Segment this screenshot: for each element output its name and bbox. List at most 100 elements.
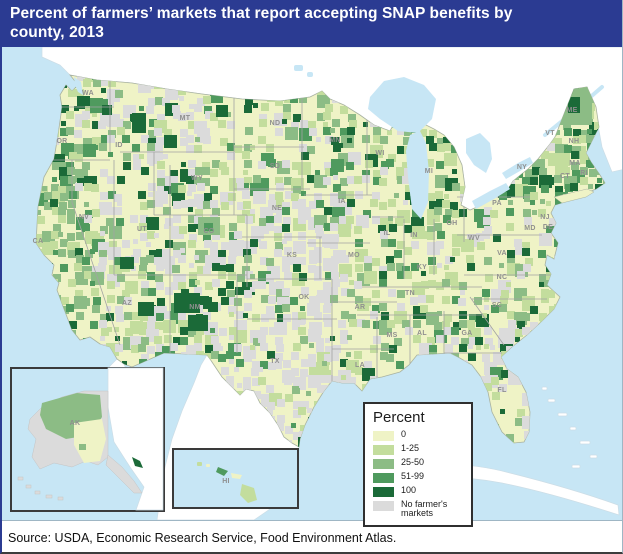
county-cell [355, 296, 363, 304]
hawaii-island-big-island [240, 484, 257, 503]
county-cell [515, 329, 523, 337]
county-cell [330, 287, 338, 295]
county-cell [66, 304, 74, 312]
county-cell [250, 345, 255, 350]
county-cell [546, 272, 554, 280]
county-cell [76, 312, 84, 320]
county-cell [538, 209, 546, 217]
county-cell [484, 226, 492, 234]
county-cell [501, 290, 509, 298]
county-cell [485, 338, 493, 346]
alaska-inset [10, 367, 165, 512]
county-cell [188, 199, 196, 207]
state-label-ct: CT [560, 173, 570, 180]
county-cell [117, 176, 125, 184]
county-cell [274, 361, 282, 369]
county-cell [307, 175, 315, 183]
county-cell [293, 432, 301, 440]
county-cell [450, 202, 458, 210]
county-cell [245, 271, 253, 279]
county-cell [427, 193, 435, 201]
state-label-nd: ND [270, 120, 281, 127]
county-cell [506, 282, 511, 287]
county-cell [323, 305, 331, 313]
county-cell [204, 193, 212, 201]
county-cell [205, 282, 213, 290]
county-cell [389, 224, 397, 232]
county-cell [165, 266, 173, 274]
county-cell [122, 361, 127, 366]
county-cell [237, 202, 245, 210]
county-cell [589, 97, 597, 105]
county-cell [274, 226, 282, 234]
county-cell [274, 215, 282, 223]
county-cell [364, 271, 377, 284]
county-cell [108, 191, 116, 199]
county-cell [484, 305, 489, 310]
county-cell [419, 129, 427, 137]
county-cell [347, 127, 355, 135]
county-cell [373, 177, 381, 185]
legend-label: 51-99 [401, 471, 425, 481]
county-cell [331, 137, 339, 145]
county-cell [356, 215, 369, 228]
state-label-ms: MS [386, 332, 397, 339]
county-cell [250, 274, 255, 279]
county-cell [394, 250, 402, 258]
county-cell [221, 242, 229, 250]
county-cell [243, 385, 251, 393]
county-cell [468, 344, 473, 349]
county-cell [163, 154, 168, 159]
county-cell [274, 249, 282, 257]
county-cell [397, 176, 405, 184]
county-cell [236, 359, 244, 367]
county-cell [419, 343, 432, 356]
county-cell [195, 280, 200, 285]
county-cell [90, 249, 95, 254]
county-cell [139, 327, 147, 335]
county-cell [68, 200, 76, 208]
county-cell [229, 312, 234, 317]
county-cell [76, 232, 84, 240]
state-label-de: DE [543, 224, 553, 231]
county-cell [404, 247, 412, 255]
county-cell [212, 263, 220, 271]
county-cell [554, 138, 562, 146]
county-cell [218, 250, 226, 258]
legend-swatch-no-markets [373, 501, 394, 511]
county-cell [452, 210, 460, 218]
county-cell [229, 178, 237, 186]
county-cell [450, 257, 455, 262]
county-cell [459, 282, 467, 290]
county-cell [564, 128, 572, 136]
county-cell [172, 105, 180, 113]
figure-title: Percent of farmers’ markets that report … [10, 5, 513, 41]
county-cell [188, 169, 196, 177]
county-cell [60, 162, 68, 170]
county-cell [229, 183, 237, 191]
county-cell [85, 106, 93, 114]
county-cell [300, 336, 308, 344]
map-legend: Percent 0 1-25 25-50 51-99 100 [363, 402, 473, 527]
county-cell [108, 255, 113, 260]
county-cell [99, 320, 107, 328]
state-label-sd: SD [270, 163, 280, 170]
lake-superior [368, 77, 436, 133]
county-cell [147, 321, 155, 329]
county-cell [226, 112, 231, 117]
county-cell [75, 248, 83, 256]
county-cell [299, 273, 307, 281]
county-cell [100, 226, 108, 234]
county-cell [82, 111, 90, 119]
county-cell [292, 201, 300, 209]
county-cell [58, 232, 63, 237]
legend-swatch-25-50 [373, 459, 394, 469]
county-cell [517, 409, 525, 417]
county-cell [107, 176, 115, 184]
county-cell [204, 297, 212, 305]
county-cell [259, 114, 267, 122]
county-cell [325, 338, 330, 343]
county-cell [83, 79, 91, 87]
county-cell [195, 137, 200, 142]
county-cell [364, 256, 372, 264]
